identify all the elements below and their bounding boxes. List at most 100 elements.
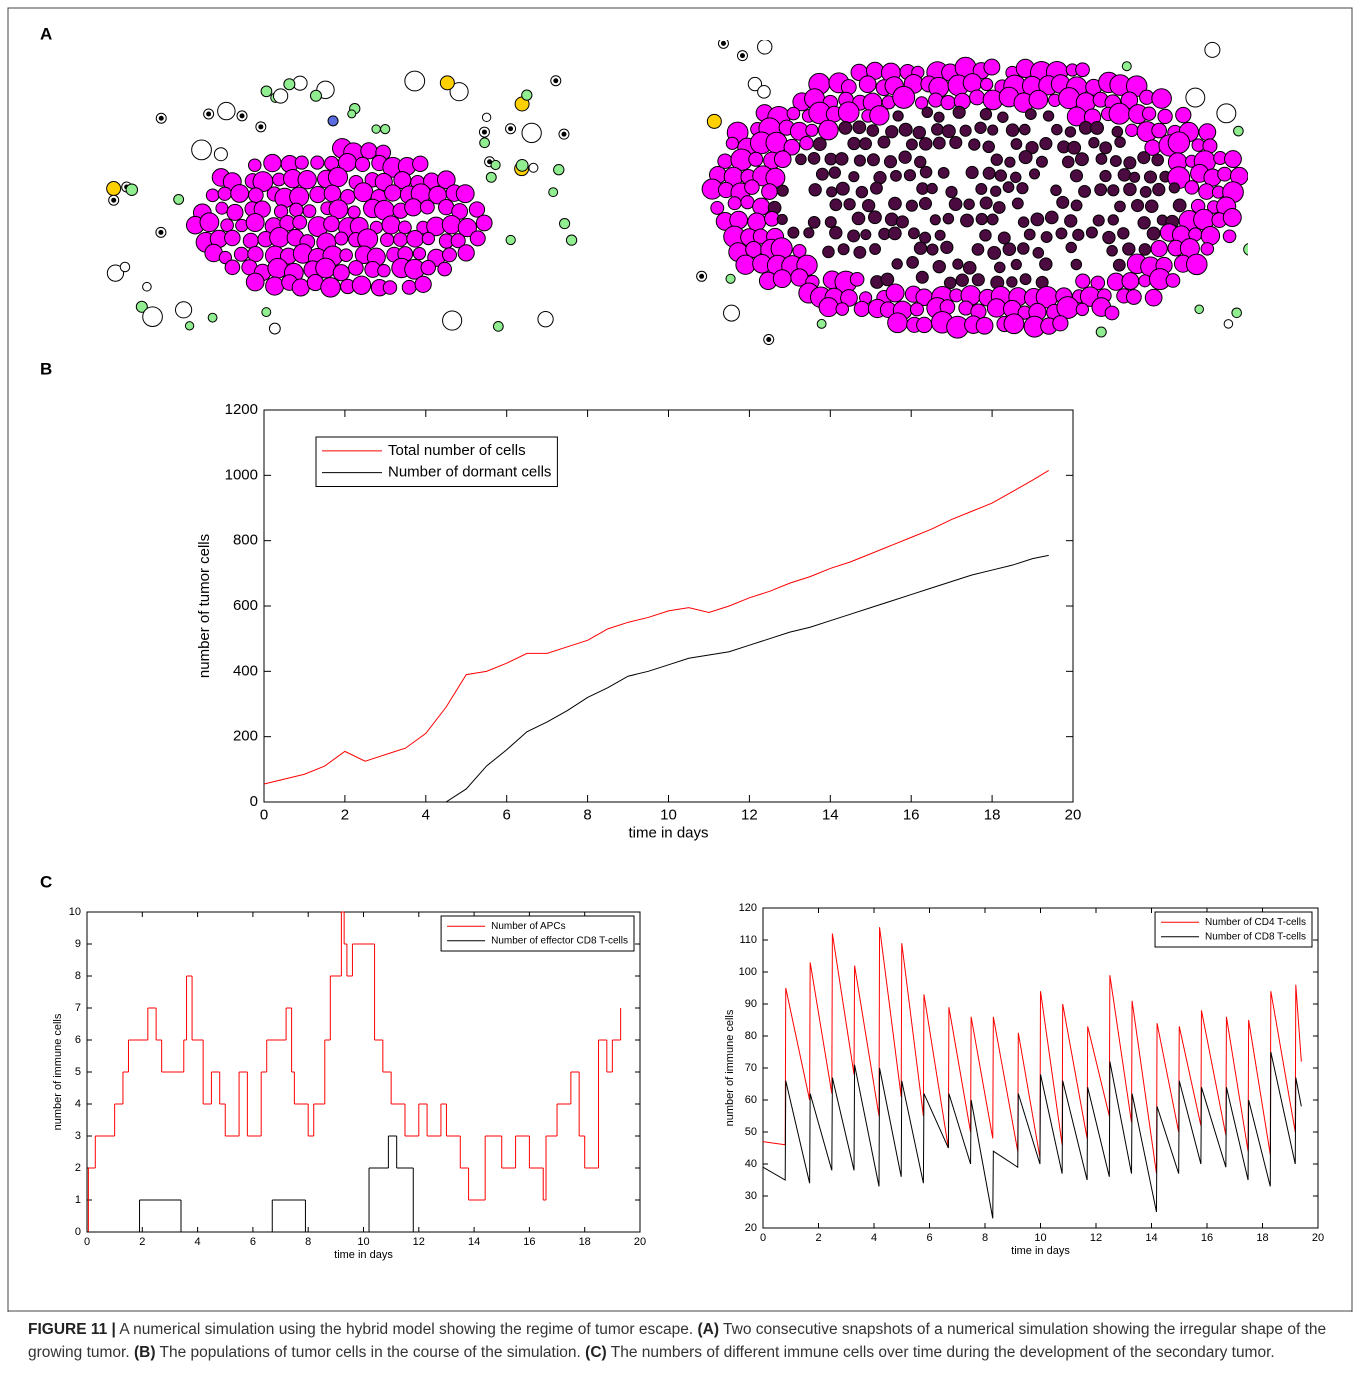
cell: [859, 137, 872, 151]
cell: [421, 231, 436, 246]
cell-core: [739, 53, 745, 59]
cell: [851, 211, 866, 226]
cell: [292, 214, 308, 230]
cell: [1028, 89, 1049, 110]
cell: [916, 316, 933, 334]
legend: Number of APCs Number of effector CD8 T-c…: [440, 915, 635, 952]
cell: [289, 202, 304, 217]
cell: [1088, 137, 1100, 149]
cell: [1090, 121, 1104, 135]
cell: [1005, 123, 1020, 137]
x-tick-label: 16: [1201, 1232, 1213, 1244]
cell: [291, 278, 310, 297]
cell: [932, 136, 946, 150]
cell: [1075, 273, 1091, 289]
cell: [818, 119, 839, 141]
cell: [475, 214, 493, 232]
x-tick-label: 0: [760, 1232, 766, 1244]
y-tick-label: 100: [739, 966, 757, 978]
cell: [1075, 302, 1089, 317]
cell: [248, 187, 264, 203]
cell: [1095, 326, 1107, 338]
cell: [334, 231, 349, 246]
x-tick-label: 20: [634, 1236, 646, 1248]
y-tick-label: 30: [745, 1190, 757, 1202]
figure-border: [7, 7, 1353, 1312]
cell: [747, 212, 767, 232]
y-tick-label: 20: [745, 1222, 757, 1234]
cell: [915, 96, 929, 110]
cell: [835, 302, 850, 316]
y-axis-label: number of immune cells: [52, 1013, 64, 1130]
cell: [914, 155, 927, 169]
cell: [1052, 315, 1069, 332]
cell: [213, 147, 228, 162]
cell: [380, 232, 395, 247]
cell: [437, 261, 453, 277]
cell: [848, 171, 860, 183]
cell: [940, 240, 954, 254]
cell: [1151, 88, 1172, 109]
cell-core: [766, 337, 772, 343]
x-tick-label: 8: [583, 806, 591, 823]
cell: [1017, 242, 1030, 255]
cell: [772, 269, 792, 289]
cell: [818, 297, 839, 318]
cell: [248, 158, 262, 172]
cell: [323, 215, 340, 233]
cell: [826, 186, 838, 198]
cell: [481, 112, 492, 123]
cell: [776, 213, 788, 226]
y-tick-label: 120: [739, 902, 757, 914]
cell: [1019, 273, 1032, 286]
cell: [1111, 125, 1124, 138]
cell: [1233, 125, 1244, 137]
cell: [442, 310, 463, 331]
cell: [906, 256, 919, 269]
cell: [310, 155, 325, 170]
panel-label: B: [40, 359, 52, 378]
cell: [1104, 305, 1120, 321]
cell: [450, 233, 466, 249]
cell: [142, 281, 152, 292]
cell: [397, 220, 412, 235]
x-tick-label: 16: [903, 806, 920, 823]
x-tick-label: 4: [195, 1236, 201, 1248]
cell: [735, 254, 756, 275]
cell: [783, 138, 801, 156]
cell: [521, 122, 542, 144]
cell: [1050, 184, 1062, 197]
x-axis-label: time in days: [1011, 1245, 1070, 1257]
caption-text: (A): [697, 1321, 719, 1338]
y-tick-label: 40: [745, 1158, 757, 1170]
cell: [1039, 257, 1053, 271]
cell: [1114, 200, 1126, 213]
cell: [898, 122, 913, 137]
cell: [1198, 123, 1217, 142]
cell: [1064, 126, 1077, 138]
cell: [1064, 214, 1078, 228]
cell-core: [487, 159, 493, 165]
cell: [883, 155, 898, 169]
cell: [347, 109, 357, 119]
cell: [469, 230, 486, 247]
cell: [1114, 136, 1126, 148]
cell-core: [258, 124, 264, 130]
cell: [199, 212, 220, 233]
cell: [1039, 137, 1053, 151]
cell: [941, 124, 956, 139]
cell: [765, 131, 788, 154]
cell: [1122, 242, 1136, 256]
cell: [971, 273, 985, 287]
cell: [1131, 199, 1145, 213]
y-tick-label: 600: [233, 597, 258, 614]
cell: [888, 226, 902, 241]
cell: [855, 185, 869, 199]
cell: [1099, 141, 1113, 155]
cell: [217, 186, 232, 201]
legend-label: Total number of cells: [388, 442, 526, 459]
cell: [885, 125, 899, 139]
cell: [1056, 195, 1070, 209]
cell: [1061, 155, 1075, 169]
cell: [224, 229, 241, 247]
